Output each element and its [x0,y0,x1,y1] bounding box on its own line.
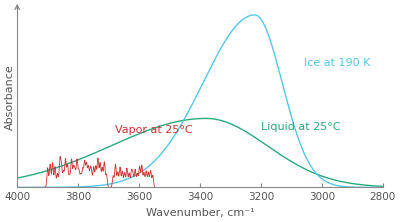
X-axis label: Wavenumber, cm⁻¹: Wavenumber, cm⁻¹ [146,208,254,218]
Y-axis label: Absorbance: Absorbance [4,64,14,130]
Text: Liquid at 25°C: Liquid at 25°C [261,122,340,132]
Text: Ice at 190 K: Ice at 190 K [304,58,370,68]
Text: Vapor at 25°C: Vapor at 25°C [115,125,192,135]
